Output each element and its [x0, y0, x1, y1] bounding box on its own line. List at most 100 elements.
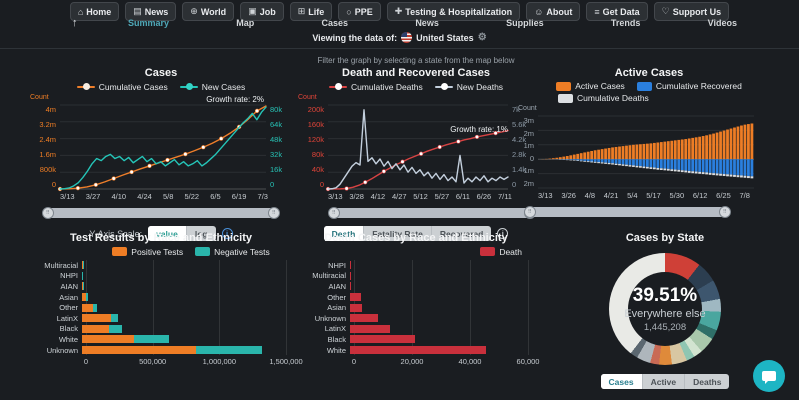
bar-segment-death: [350, 335, 416, 344]
toggle-option-cases[interactable]: Cases: [600, 374, 643, 389]
deaths-legend: Cumulative Deaths New Deaths: [296, 80, 536, 93]
bar-row-nhpi: NHPI: [296, 260, 536, 271]
sub-nav-news[interactable]: News: [415, 18, 439, 28]
active-range-slider[interactable]: ⠿ ⠿: [524, 205, 731, 218]
deaths-race-bars: NHPI Multiracial AIAN Other Asian Unknown Lati…: [296, 260, 536, 356]
y-tick: 80k: [270, 105, 283, 114]
y-tick: 2.4m: [39, 135, 56, 144]
slider-handle-right[interactable]: ⠿: [719, 205, 731, 218]
sub-nav-cases[interactable]: Cases: [321, 18, 349, 28]
bar-track: [82, 282, 286, 291]
cases-plot[interactable]: Growth rate: 2%: [57, 95, 267, 192]
y-tick: 120k: [307, 135, 324, 144]
toggle-option-deaths[interactable]: Deaths: [693, 376, 722, 387]
legend-item-new-deaths[interactable]: New Deaths: [434, 82, 503, 92]
y-tick: 1m: [523, 141, 534, 151]
tests-bars: Multiracial NHPI AIAN Asian Other LatinX Black…: [28, 260, 294, 356]
bar-segment-positive-tests: [82, 293, 86, 302]
slider-handle-left[interactable]: ⠿: [328, 206, 340, 219]
death-metric-toggle: Death Fatality Rate Recovered: [323, 226, 492, 241]
toggle-option-fatality-rate[interactable]: Fatality Rate: [364, 226, 432, 241]
active-legend-row1: Active Cases Cumulative Recovered: [516, 80, 782, 92]
cases-by-state-donut[interactable]: 39.51% Everywhere else 1,445,208: [609, 253, 721, 365]
axis-name: Count: [298, 94, 317, 101]
toggle-option-death[interactable]: Death: [323, 226, 365, 241]
nav-button-news[interactable]: ▤ News: [125, 2, 177, 21]
x-tick: 4/12: [370, 192, 386, 201]
slider-handle-right[interactable]: ⠿: [268, 206, 280, 219]
sub-nav-videos[interactable]: Videos: [707, 18, 737, 28]
info-icon[interactable]: i: [497, 228, 509, 239]
bar-row-multiracial: Multiracial: [296, 271, 536, 282]
y-tick: 800k: [39, 165, 56, 174]
y-tick: 0: [51, 180, 56, 189]
donut-center: 39.51% Everywhere else 1,445,208: [609, 253, 721, 365]
deaths-range-slider[interactable]: ⠿ ⠿: [328, 206, 536, 219]
y-axis-scale-label: Y-Axis Scale:: [89, 228, 143, 239]
bar-segment-death: [350, 271, 352, 280]
legend-item-negative-tests[interactable]: Negative Tests: [195, 247, 270, 257]
sub-nav-links: Summary Map Cases News Supplies Trends Videos: [128, 18, 737, 28]
y-tick: 2m: [523, 128, 534, 138]
x-tick: 60,000: [516, 357, 540, 367]
axis-name: Count: [518, 105, 537, 112]
scroll-top-icon[interactable]: ↑: [72, 17, 78, 29]
legend-item-death[interactable]: Death: [480, 247, 522, 257]
nav-button-home[interactable]: ⌂ Home: [69, 2, 120, 21]
nav-button-ppe[interactable]: ○ PPE: [338, 2, 381, 21]
deaths-race-chart-title: Death Cases by Race and Ethnicity: [324, 232, 508, 244]
toggle-option-active[interactable]: Active: [643, 374, 686, 389]
nav-button-about[interactable]: ☺ About: [526, 2, 581, 21]
cases-x-axis: 3/13 3/27 4/10 4/24 5/8 5/22 6/5 6/19 7/3: [28, 192, 294, 201]
sub-nav-map[interactable]: Map: [236, 18, 255, 28]
legend-item-cumulative-cases[interactable]: Cumulative Cases: [76, 82, 168, 92]
bar-track: [82, 261, 286, 270]
legend-item-new-cases[interactable]: New Cases: [179, 82, 245, 92]
bar-label: White: [326, 345, 346, 355]
bar-track: [350, 282, 528, 291]
x-tick: 3/26: [561, 191, 576, 200]
bar-row-black: Black: [28, 324, 294, 335]
legend-item-cumulative-deaths[interactable]: Cumulative Deaths: [558, 93, 649, 103]
country-name: United States: [416, 32, 474, 43]
toggle-option-value[interactable]: value: [148, 226, 187, 241]
chat-button[interactable]: [753, 360, 785, 392]
deaths-plot[interactable]: Growth rate: 1%: [325, 104, 509, 192]
nav-button-job[interactable]: ▣ Job: [240, 2, 284, 21]
x-tick: 3/13: [538, 191, 553, 200]
toggle-option-recovered[interactable]: Recovered: [439, 228, 484, 239]
legend-item-cumulative-recovered[interactable]: Cumulative Recovered: [636, 81, 742, 91]
cases-range-slider[interactable]: ⠿ ⠿: [42, 206, 280, 219]
nav-button-testing-hospitalization[interactable]: ✚ Testing & Hospitalization: [386, 2, 521, 21]
grid-line: [152, 260, 154, 356]
legend-item-positive-tests[interactable]: Positive Tests: [112, 247, 183, 257]
info-icon[interactable]: i: [221, 228, 233, 239]
bar-track: [82, 271, 286, 280]
x-tick: 3/28: [349, 192, 364, 201]
sub-nav-trends[interactable]: Trends: [610, 18, 641, 28]
job-icon: ▣: [248, 6, 257, 16]
nav-button-life[interactable]: ⊞ Life: [289, 2, 333, 21]
bar-track: [82, 293, 286, 302]
legend-item-active-cases[interactable]: Active Cases: [556, 81, 625, 91]
active-legend-row2: Cumulative Deaths: [516, 92, 782, 104]
x-tick: 6/5: [210, 192, 221, 201]
sub-nav-summary[interactable]: Summary: [128, 18, 170, 28]
x-tick: 0: [83, 357, 89, 367]
sub-nav-supplies[interactable]: Supplies: [506, 18, 544, 28]
nav-button-world[interactable]: ⊕ World: [182, 2, 235, 21]
active-plot[interactable]: [538, 115, 754, 189]
gear-icon[interactable]: ⚙: [477, 32, 487, 43]
y-tick: 200k: [307, 105, 324, 114]
filter-hint: Filter the graph by selecting a state fr…: [317, 56, 515, 65]
bar-track: [350, 271, 528, 280]
deaths-y-axis-right: 7k 5.6k 4.2k 2.8k 1.4k 0: [508, 105, 536, 189]
slider-handle-left[interactable]: ⠿: [524, 205, 536, 218]
slider-handle-left[interactable]: ⠿: [42, 206, 54, 219]
nav-button-get-data[interactable]: ≡ Get Data: [586, 2, 648, 21]
nav-button-support-us[interactable]: ♡ Support Us: [653, 2, 730, 21]
y-tick: 48k: [270, 135, 283, 144]
toggle-option-log[interactable]: log: [194, 228, 208, 239]
bar-label: Unknown: [314, 313, 346, 323]
legend-item-cumulative-deaths[interactable]: Cumulative Deaths: [328, 82, 423, 92]
